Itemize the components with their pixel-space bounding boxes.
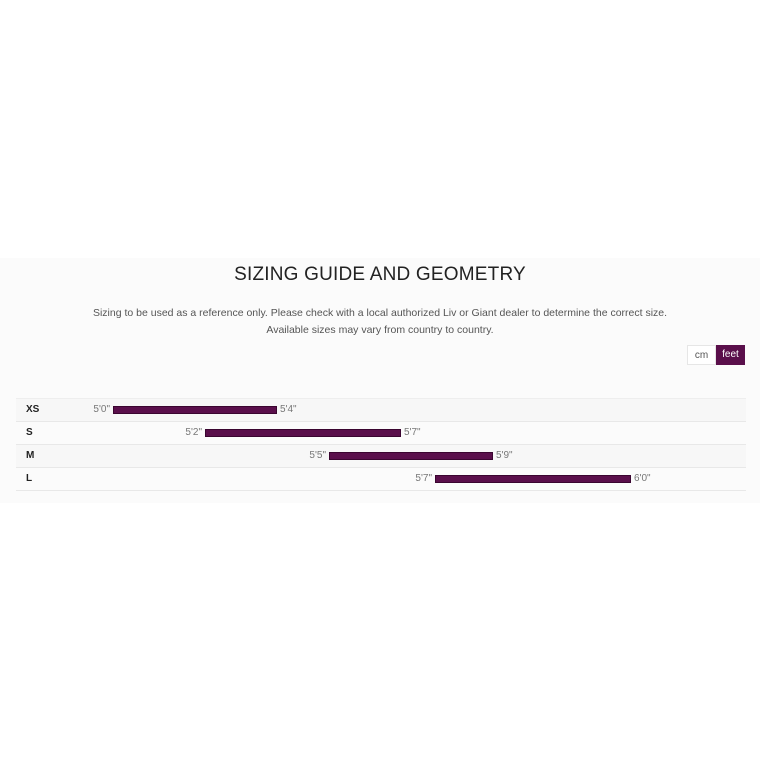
description-line-1: Sizing to be used as a reference only. P… xyxy=(92,307,668,319)
height-range-bar xyxy=(435,475,631,483)
unit-cm-button[interactable]: cm xyxy=(687,345,716,365)
size-row-l: L 5'7" 6'0" xyxy=(16,468,746,491)
size-label: S xyxy=(26,427,33,438)
size-row-s: S 5'2" 5'7" xyxy=(16,422,746,445)
page-title: SIZING GUIDE AND GEOMETRY xyxy=(234,264,526,285)
min-height: 5'7" xyxy=(415,473,432,484)
max-height: 6'0" xyxy=(634,473,651,484)
height-range-bar xyxy=(113,406,277,414)
size-label: L xyxy=(26,473,33,484)
unit-feet-button[interactable]: feet xyxy=(716,345,745,365)
size-row-xs: XS 5'0" 5'4" xyxy=(16,399,746,422)
min-height: 5'0" xyxy=(93,404,110,415)
height-range-bar xyxy=(205,429,401,437)
min-height: 5'5" xyxy=(309,450,326,461)
size-label: XS xyxy=(26,404,40,415)
unit-toggle: cm feet xyxy=(687,345,745,365)
description-line-2: Available sizes may vary from country to… xyxy=(266,324,494,336)
max-height: 5'4" xyxy=(280,404,297,415)
size-label: M xyxy=(26,450,35,461)
min-height: 5'2" xyxy=(185,427,202,438)
max-height: 5'7" xyxy=(404,427,421,438)
size-row-m: M 5'5" 5'9" xyxy=(16,445,746,468)
height-range-bar xyxy=(329,452,493,460)
max-height: 5'9" xyxy=(496,450,513,461)
size-chart: XS 5'0" 5'4" S 5'2" 5'7" M 5'5" 5'9" L 5… xyxy=(16,398,746,491)
